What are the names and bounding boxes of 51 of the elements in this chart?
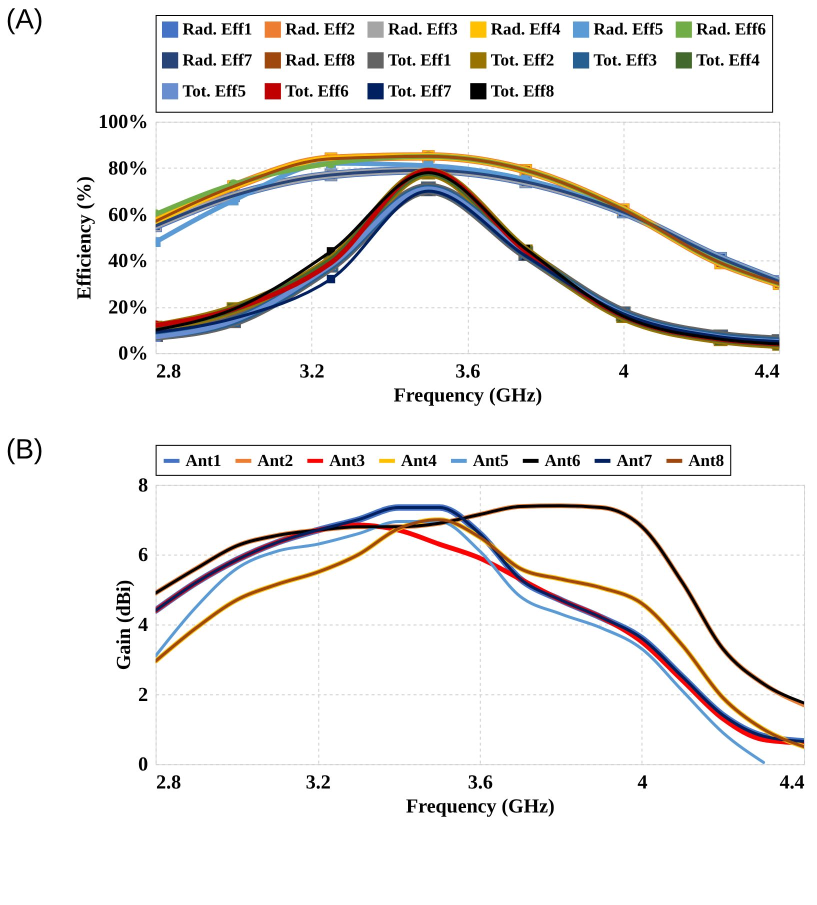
legend-label: Rad. Eff2 [285,20,355,39]
legend-label: Rad. Eff1 [182,20,252,39]
legend-label: Ant7 [616,450,653,470]
legend-label: Ant3 [329,450,365,470]
legend-label: Rad. Eff8 [285,50,355,70]
legend-label: Tot. Eff7 [388,81,452,100]
x-tick-label: 2.8 [156,360,182,383]
x-tick-label: 4.4 [754,360,780,383]
text: (B) [6,433,44,464]
x-tick-label: 3.6 [468,772,493,794]
legend-label: Rad. Eff6 [696,20,766,39]
legend-label: Ant1 [186,450,222,470]
x-tick-label: 4 [618,360,629,383]
x-tick-label: 3.6 [455,360,480,383]
y-tick-label: 6 [138,544,148,566]
legend-label: Rad. Eff7 [182,50,253,70]
legend-label: Ant4 [401,450,438,470]
y-tick-label: 60% [108,204,148,226]
legend-label: Tot. Eff8 [490,81,554,100]
x-tick-label: 3.2 [300,360,324,383]
x-tick-label: 3.2 [306,772,331,794]
x-tick-label: 2.8 [156,772,182,794]
y-tick-label: 100% [98,111,148,134]
y-tick-label: 80% [108,157,148,180]
y-tick-label: 20% [108,296,148,318]
y-axis-title: Efficiency (%) [73,176,96,300]
y-tick-label: 40% [108,250,148,272]
x-tick-label: 4 [637,772,648,794]
legend-label: Rad. Eff3 [388,20,458,39]
legend-label: Tot. Eff2 [490,50,554,70]
x-axis-title: Frequency (GHz) [406,796,555,818]
legend-label: Tot. Eff4 [696,50,760,70]
y-tick-label: 8 [138,474,148,496]
y-tick-label: 0% [118,342,148,365]
text: (A) [6,3,44,34]
y-tick-label: 0 [138,754,148,776]
legend-label: Ant8 [688,450,724,470]
legend-label: Ant2 [257,450,294,470]
legend-label: Tot. Eff6 [285,81,349,100]
x-axis-title: Frequency (GHz) [394,384,542,407]
legend-label: Ant5 [472,450,509,470]
legend-label: Rad. Eff4 [490,20,561,39]
y-tick-label: 4 [138,614,148,636]
legend-label: Tot. Eff3 [594,50,657,70]
legend-label: Rad. Eff5 [594,20,664,39]
x-tick-label: 4.4 [780,772,805,794]
legend-label: Ant6 [544,450,580,470]
y-axis-title: Gain (dBi) [113,580,136,670]
y-tick-label: 2 [138,684,148,706]
legend-label: Tot. Eff5 [182,81,246,100]
legend-label: Tot. Eff1 [388,50,452,70]
